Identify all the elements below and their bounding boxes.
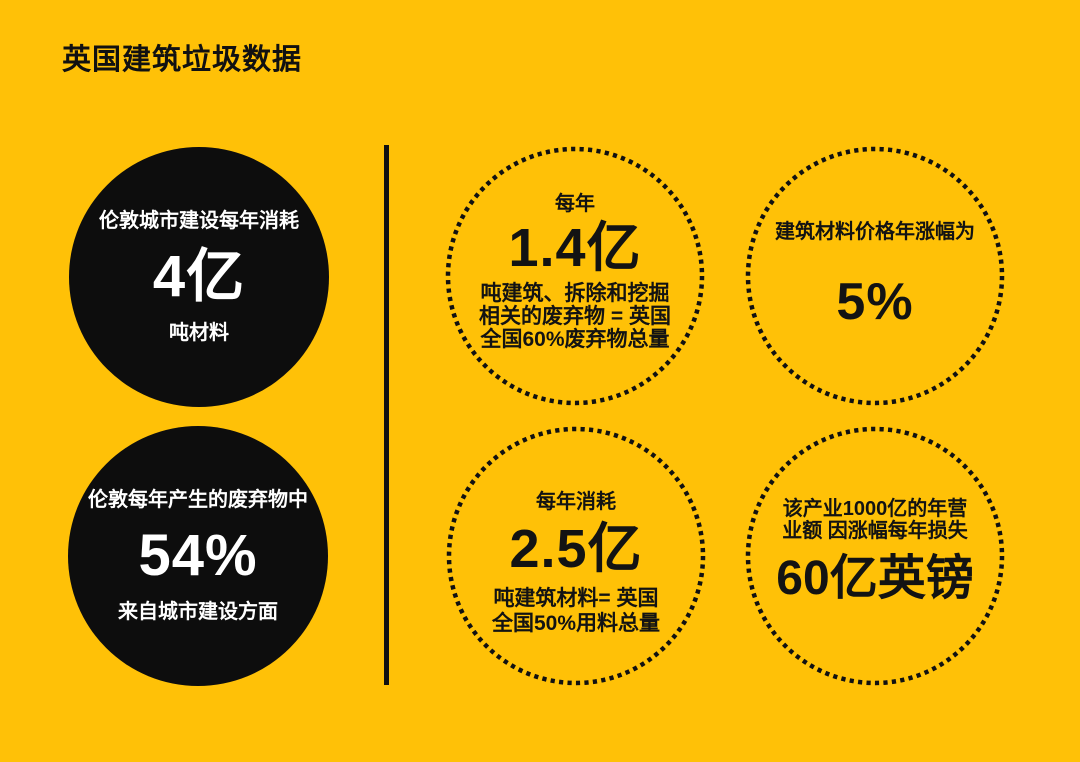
stat-circle-price-growth: 建筑材料价格年涨幅为 5% xyxy=(745,146,1005,406)
stat-label-bottom-line: 相关的废弃物 = 英国 xyxy=(479,305,671,328)
stat-circle-industry-loss: 该产业1000亿的年营 业额 因涨幅每年损失 60亿英镑 xyxy=(745,426,1005,686)
stat-circle-material-consumption: 每年消耗 2.5亿 吨建筑材料= 英国 全国50%用料总量 xyxy=(446,426,706,686)
stat-value: 5% xyxy=(836,272,914,331)
stat-label-top: 伦敦城市建设每年消耗 xyxy=(99,210,299,232)
stat-label-top: 伦敦每年产生的废弃物中 xyxy=(88,489,308,511)
stat-label-top: 每年消耗 xyxy=(536,490,616,513)
stat-label-bottom-line: 全国50%用料总量 xyxy=(491,611,661,635)
stat-circle-london-consumption: 伦敦城市建设每年消耗 4亿 吨材料 xyxy=(69,147,329,407)
stat-label-bottom-line: 全国60%废弃物总量 xyxy=(480,328,670,351)
stat-label-top-line: 业额 因涨幅每年损失 xyxy=(782,520,968,542)
stat-label-top-line: 该产业1000亿的年营 xyxy=(782,498,968,520)
stat-value: 4亿 xyxy=(152,244,246,309)
page-title: 英国建筑垃圾数据 xyxy=(62,44,303,76)
stat-label-bottom-line: 吨建筑、拆除和挖掘 xyxy=(480,282,670,305)
stat-circle-annual-waste: 每年 1.4亿 吨建筑、拆除和挖掘 相关的废弃物 = 英国 全国60%废弃物总量 xyxy=(445,146,705,406)
dotted-ring-icon xyxy=(745,426,1005,686)
stat-value: 54% xyxy=(138,523,258,588)
stat-label-bottom: 来自城市建设方面 xyxy=(118,601,278,623)
stat-value: 2.5亿 xyxy=(509,518,643,579)
stat-label-top: 建筑材料价格年涨幅为 xyxy=(775,220,975,243)
stat-value: 1.4亿 xyxy=(508,218,642,278)
stat-label-top: 每年 xyxy=(555,193,595,215)
stat-circle-london-waste-share: 伦敦每年产生的废弃物中 54% 来自城市建设方面 xyxy=(68,426,328,686)
stat-label-bottom: 吨材料 xyxy=(169,322,229,344)
stat-label-bottom-line: 吨建筑材料= 英国 xyxy=(493,586,659,610)
dotted-ring-icon xyxy=(446,426,706,686)
stat-value: 60亿英镑 xyxy=(776,552,974,605)
vertical-divider xyxy=(384,145,389,685)
dotted-ring-icon xyxy=(745,146,1005,406)
dotted-ring-icon xyxy=(445,146,705,406)
